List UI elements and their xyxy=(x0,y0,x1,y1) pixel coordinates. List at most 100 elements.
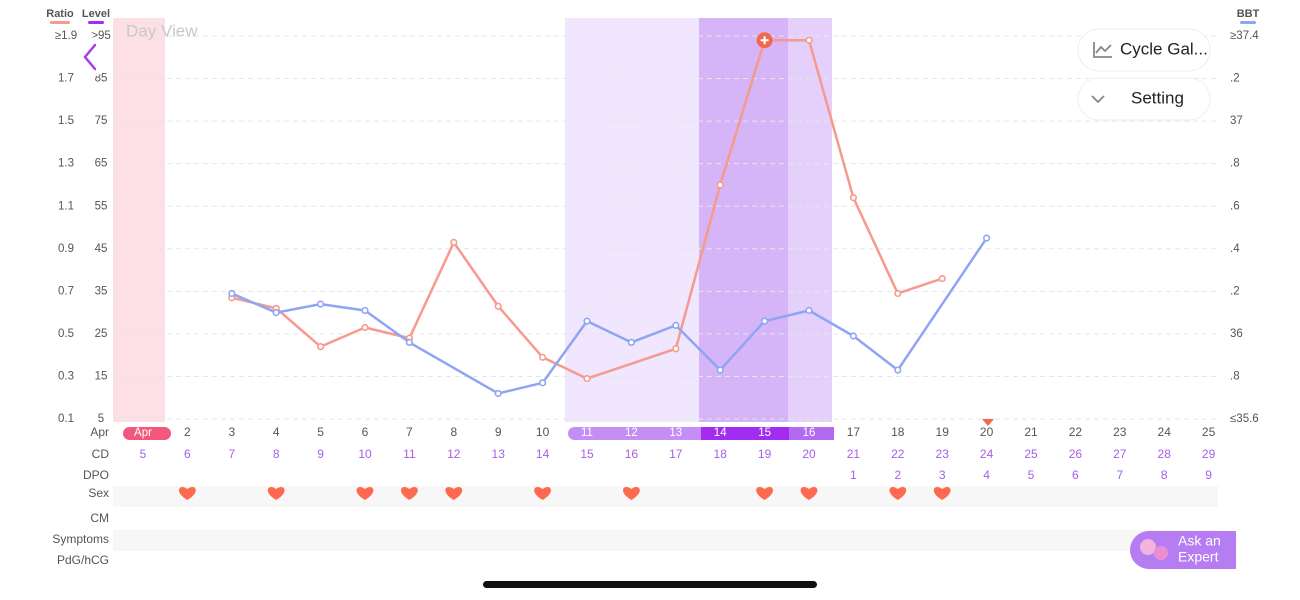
cd-label: 17 xyxy=(669,447,683,461)
dpo-label: 7 xyxy=(1116,468,1123,482)
heart xyxy=(800,487,818,500)
data-point xyxy=(805,36,813,44)
date-label: 17 xyxy=(847,425,861,439)
ratio-tick-label: 0.9 xyxy=(58,243,74,255)
cd-label: 7 xyxy=(228,447,235,461)
data-point xyxy=(494,389,502,398)
ratio-tick-label: 1.7 xyxy=(58,73,74,85)
date-label: 19 xyxy=(936,425,950,439)
level-tick-label: 85 xyxy=(95,73,108,85)
gallery-text: Cycle Gal... xyxy=(1120,39,1208,58)
row-bg xyxy=(113,530,1218,551)
period-pill xyxy=(123,427,171,440)
date-label: 13 xyxy=(669,427,682,439)
data-point xyxy=(760,317,769,325)
level-tick-label: 45 xyxy=(95,243,108,255)
ratio-label: Ratio xyxy=(46,8,74,20)
data-point xyxy=(672,321,680,329)
dpo-label: 2 xyxy=(894,468,901,482)
back-button[interactable] xyxy=(70,37,110,77)
date-label: 14 xyxy=(714,427,727,439)
date-label: 23 xyxy=(1113,425,1127,439)
row-label: PdG/hCG xyxy=(57,553,109,567)
data-point xyxy=(716,366,724,374)
bbt-tick-label: .2 xyxy=(1230,285,1240,297)
gallery-button[interactable]: Cycle Gal... xyxy=(1077,28,1211,72)
cd-label: 29 xyxy=(1202,447,1216,461)
heart xyxy=(179,487,196,500)
date-label: 4 xyxy=(273,425,280,439)
data-point xyxy=(228,289,236,298)
cd-label: 9 xyxy=(317,447,324,461)
ratio-tick-label: 0.7 xyxy=(58,285,74,297)
date-label: 7 xyxy=(406,425,413,439)
ratio-tick-label: 1.3 xyxy=(58,158,74,170)
date-label: 25 xyxy=(1202,425,1216,439)
heart xyxy=(889,487,907,500)
cd-label: 15 xyxy=(580,447,594,461)
ratio-tick-label: 0.1 xyxy=(58,413,74,425)
date-label: 10 xyxy=(536,425,550,439)
cd-label: 10 xyxy=(358,447,372,461)
cd-label: 12 xyxy=(447,447,461,461)
bbt-tick-label: .8 xyxy=(1230,370,1240,382)
data-point xyxy=(849,194,858,202)
row-label: Apr xyxy=(90,425,109,439)
cd-label: 13 xyxy=(492,447,506,461)
date-label: 18 xyxy=(891,425,905,439)
heart xyxy=(356,487,374,500)
peak-pill xyxy=(701,427,789,440)
cd-label: 25 xyxy=(1024,447,1038,461)
ratio-tick-label: 1.5 xyxy=(58,115,74,127)
heart xyxy=(445,487,463,500)
setting-button[interactable]: Setting xyxy=(1077,77,1211,121)
ratio-tick-label: 1.1 xyxy=(58,200,74,212)
cd-label: 22 xyxy=(891,447,905,461)
dpo-label: 4 xyxy=(983,468,990,482)
bbt-tick-label: .4 xyxy=(1230,243,1240,255)
date-label: 16 xyxy=(803,427,816,439)
level-tick-label: 55 xyxy=(95,200,108,212)
data-point xyxy=(894,366,902,374)
heart xyxy=(534,487,551,500)
ask-line2: Expert xyxy=(1178,549,1219,565)
ask-expert-button[interactable]: Ask an Expert xyxy=(1130,531,1236,569)
dpo-label: 6 xyxy=(1072,468,1079,482)
heart xyxy=(267,487,285,500)
cd-label: 8 xyxy=(273,447,280,461)
date-label: 11 xyxy=(581,427,593,439)
date-label: Apr xyxy=(134,427,152,439)
bbt-key xyxy=(1240,21,1256,24)
level-tick-label: 35 xyxy=(95,285,108,297)
date-label: 24 xyxy=(1158,425,1172,439)
setting-text: Setting xyxy=(1131,88,1184,107)
cd-label: 23 xyxy=(936,447,950,461)
date-label: 2 xyxy=(184,425,191,439)
row-label: DPO xyxy=(83,468,109,482)
dpo-label: 5 xyxy=(1028,468,1035,482)
cd-label: 28 xyxy=(1158,447,1172,461)
cd-label: 14 xyxy=(536,447,550,461)
cd-label: 27 xyxy=(1113,447,1127,461)
cd-label: 19 xyxy=(758,447,772,461)
period-band xyxy=(113,18,165,422)
data-point xyxy=(361,323,369,332)
level-tick-label: 15 xyxy=(95,370,108,382)
series-line xyxy=(231,39,943,380)
cd-label: 16 xyxy=(625,447,639,461)
dpo-label: 9 xyxy=(1205,468,1212,482)
data-point xyxy=(672,345,680,353)
date-label: 9 xyxy=(495,425,502,439)
date-label: 3 xyxy=(228,425,235,439)
cd-label: 24 xyxy=(980,447,994,461)
level-label: Level xyxy=(82,8,110,20)
ratio-tick-label: 0.3 xyxy=(58,370,74,382)
data-point xyxy=(894,289,902,298)
data-point xyxy=(538,379,547,387)
cd-label: 6 xyxy=(184,447,191,461)
bbt-tick-label: ≤35.6 xyxy=(1230,413,1259,425)
data-point xyxy=(938,274,946,283)
ratio-key xyxy=(50,21,70,24)
row-label: Symptoms xyxy=(52,532,109,546)
